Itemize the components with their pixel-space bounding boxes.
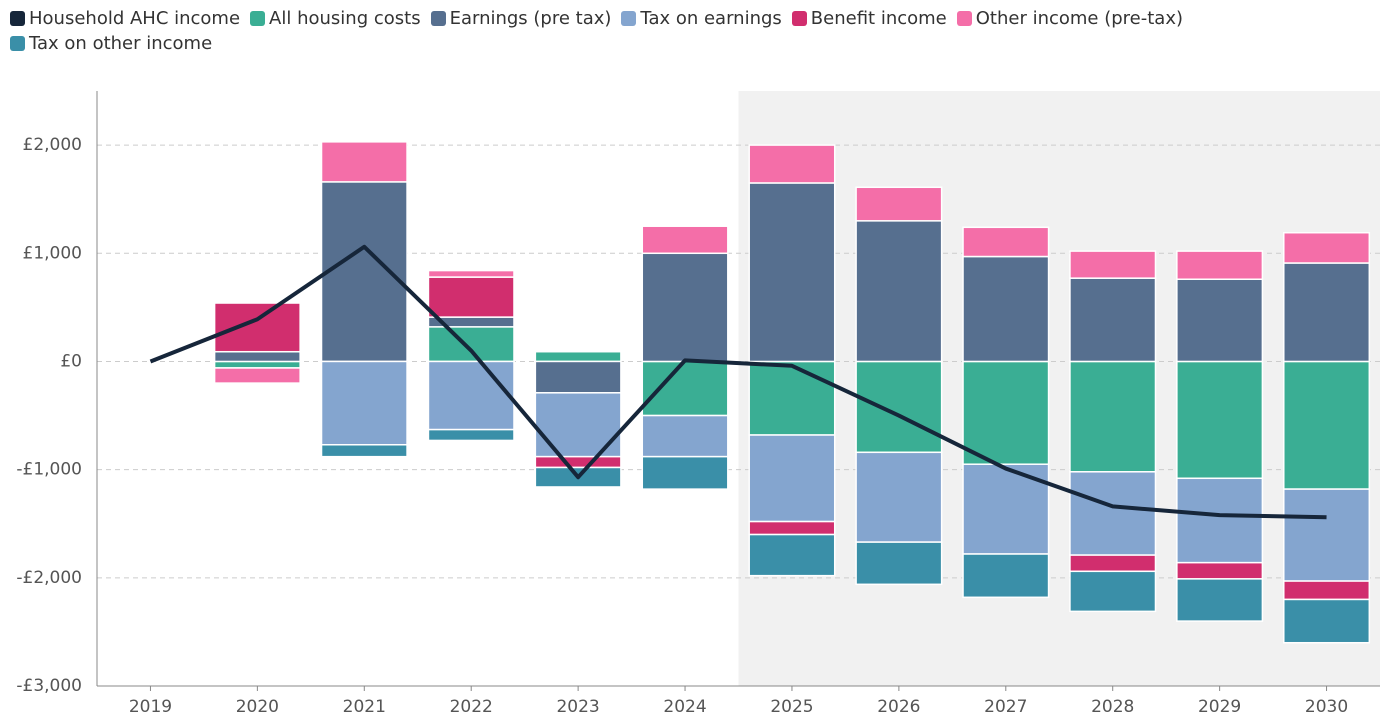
legend-swatch: [250, 11, 266, 26]
bar-segment: [1069, 250, 1157, 279]
bar-segment: [1283, 488, 1371, 582]
x-tick-label: 2021: [343, 697, 386, 717]
x-tick-label: 2026: [877, 697, 920, 717]
bar-segment: [641, 414, 729, 458]
bar-segment: [748, 182, 836, 363]
bar-segment: [1283, 598, 1371, 644]
legend-label: Tax on other income: [29, 33, 213, 54]
bar-segment: [1176, 477, 1264, 564]
y-tick-label: £0: [60, 351, 82, 371]
x-tick-label: 2019: [129, 697, 172, 717]
bar-segment: [534, 455, 622, 469]
bar-segment: [1069, 570, 1157, 613]
legend-swatch: [430, 11, 446, 26]
legend-label: Earnings (pre tax): [449, 8, 612, 29]
bar-segment: [534, 360, 622, 394]
bar-segment: [213, 302, 301, 353]
bar-segment: [1283, 360, 1371, 490]
bar-segment: [427, 326, 515, 363]
bar-segment: [855, 220, 943, 363]
bar-segment: [320, 360, 408, 446]
bar-segment: [748, 144, 836, 184]
legend-label: Other income (pre-tax): [975, 8, 1184, 29]
bar-segment: [320, 181, 408, 363]
bar-segment: [1069, 554, 1157, 573]
y-tick-label: £2,000: [23, 135, 82, 155]
bar-segment: [641, 360, 729, 417]
x-tick-label: 2024: [663, 697, 706, 717]
bar-segment: [427, 269, 515, 278]
bar-segment: [1176, 278, 1264, 363]
bar-segment: [213, 350, 301, 363]
legend-item: Household AHC income: [10, 8, 240, 29]
bar-segment: [427, 428, 515, 442]
x-tick-label: 2023: [556, 697, 599, 717]
legend-item: Tax on other income: [10, 33, 212, 54]
legend-item: Benefit income: [791, 8, 947, 29]
bar-segment: [427, 276, 515, 318]
legend-label: Benefit income: [810, 8, 947, 29]
legend-swatch: [10, 36, 25, 51]
bar-segment: [962, 553, 1050, 599]
bar-segment: [213, 367, 301, 384]
bar-segment: [962, 360, 1050, 465]
bar-segment: [1069, 471, 1157, 556]
bar-segment: [962, 255, 1050, 363]
y-tick-label: -£3,000: [16, 676, 82, 696]
bar-segment: [213, 360, 301, 369]
legend: Household AHC income All housing costs Ear…: [10, 8, 1240, 54]
x-tick-label: 2028: [1091, 697, 1134, 717]
legend-swatch: [791, 11, 807, 26]
bar-segment: [1069, 360, 1157, 473]
bar-segment: [1069, 277, 1157, 363]
bar-segment: [427, 360, 515, 431]
legend-label: Tax on earnings: [640, 8, 782, 29]
bar-segment: [1176, 360, 1264, 480]
legend-swatch: [956, 11, 972, 26]
bar-segment: [855, 360, 943, 454]
line: [149, 244, 1327, 520]
bar-segment: [748, 360, 836, 436]
legend-item: All housing costs: [250, 8, 421, 29]
bar-segment: [1176, 250, 1264, 280]
bar-segment: [855, 451, 943, 543]
x-tick-label: 2025: [770, 697, 813, 717]
bar-segment: [855, 186, 943, 222]
bar-segment: [641, 455, 729, 490]
x-tick-label: 2020: [236, 697, 279, 717]
bar-segment: [748, 434, 836, 523]
bar-segment: [1283, 580, 1371, 601]
bar-segment: [962, 226, 1050, 258]
bar-segment: [320, 444, 408, 458]
x-tick-label: 2027: [984, 697, 1027, 717]
bar-segment: [1283, 231, 1371, 264]
legend-item: Other income (pre-tax): [956, 8, 1184, 29]
bar-segment: [1283, 262, 1371, 363]
bar-segment: [320, 141, 408, 183]
y-tick-label: -£2,000: [16, 568, 82, 588]
legend-swatch: [621, 11, 637, 26]
bar-segment: [748, 520, 836, 536]
legend-label: Household AHC income: [29, 8, 241, 29]
bar-segment: [1176, 578, 1264, 622]
bar-segment: [641, 252, 729, 363]
legend-swatch: [10, 11, 25, 26]
bar-segment: [641, 225, 729, 255]
x-tick-label: 2030: [1305, 697, 1348, 717]
legend-item: Earnings (pre tax): [430, 8, 612, 29]
bar-segment: [748, 533, 836, 577]
bar-segment: [534, 350, 622, 363]
x-tick-label: 2029: [1198, 697, 1241, 717]
y-tick-label: £1,000: [23, 243, 82, 263]
legend-label: All housing costs: [269, 8, 421, 29]
bar-segment: [1176, 561, 1264, 580]
x-tick-label: 2022: [450, 697, 493, 717]
legend-item: Tax on earnings: [621, 8, 782, 29]
bar-segment: [855, 541, 943, 586]
y-tick-label: -£1,000: [16, 460, 82, 480]
